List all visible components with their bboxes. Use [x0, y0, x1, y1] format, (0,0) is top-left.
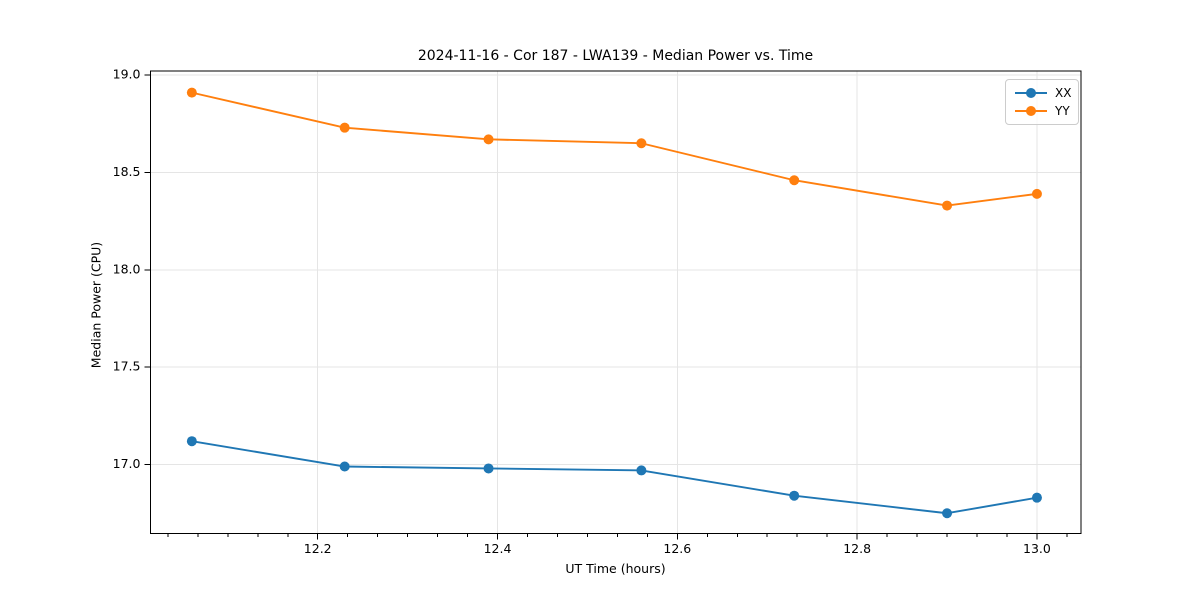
legend-sample-yy-icon — [1015, 106, 1047, 116]
data-point-yy — [636, 138, 647, 149]
y-tick-label: 17.5 — [113, 359, 141, 374]
data-point-yy — [789, 175, 800, 186]
y-tick-label: 18.5 — [113, 164, 141, 179]
legend-label-yy: YY — [1055, 103, 1070, 118]
legend-sample-marker-yy — [1026, 106, 1036, 116]
x-tick-label: 12.4 — [484, 541, 512, 556]
data-point-yy — [186, 87, 197, 98]
x-tick-label: 13.0 — [1023, 541, 1051, 556]
data-point-xx — [186, 436, 197, 447]
y-axis-label: Median Power (CPU) — [88, 241, 104, 369]
data-point-xx — [1031, 492, 1042, 503]
x-tick-label: 12.8 — [843, 541, 871, 556]
legend-item-yy: YY — [1013, 103, 1071, 120]
legend-sample-marker-xx — [1026, 88, 1036, 98]
chart-title: 2024-11-16 - Cor 187 - LWA139 - Median P… — [417, 48, 814, 64]
legend: XX YY — [1005, 79, 1080, 125]
legend-item-xx: XX — [1013, 85, 1071, 102]
y-tick-label: 18.0 — [113, 261, 141, 276]
series-line-xx — [190, 440, 1038, 515]
legend-label-xx: XX — [1055, 85, 1072, 100]
data-point-yy — [483, 134, 494, 145]
x-tick-label: 12.2 — [304, 541, 332, 556]
data-point-yy — [339, 122, 350, 133]
x-axis-label: UT Time (hours) — [565, 561, 666, 576]
data-point-xx — [942, 508, 953, 519]
data-point-xx — [789, 490, 800, 501]
y-tick-label: 17.0 — [113, 456, 141, 471]
y-tick-label: 19.0 — [113, 67, 141, 82]
data-point-yy — [942, 200, 953, 211]
x-tick-label: 12.6 — [663, 541, 691, 556]
plot-border — [149, 70, 1082, 535]
legend-sample-xx-icon — [1015, 88, 1047, 98]
data-point-xx — [339, 461, 350, 472]
series-line-yy — [190, 91, 1038, 207]
data-point-xx — [483, 463, 494, 474]
data-point-yy — [1031, 188, 1042, 199]
data-point-xx — [636, 465, 647, 476]
